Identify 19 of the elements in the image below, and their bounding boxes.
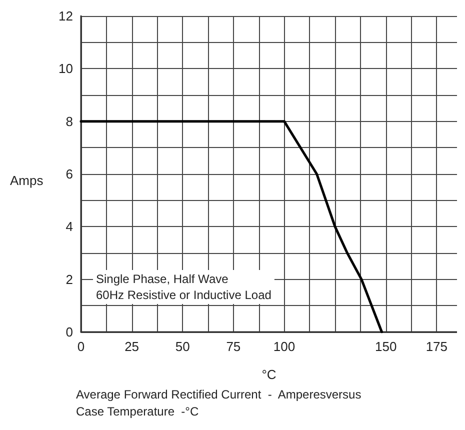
x-tick-label: 175 <box>426 339 448 354</box>
x-tick-label: 100 <box>273 339 296 354</box>
line-series <box>80 120 384 334</box>
x-axis-title: °C <box>262 367 276 382</box>
y-tick-label: 2 <box>66 272 73 287</box>
y-tick-label: 8 <box>66 114 73 129</box>
x-tick-label: 150 <box>375 339 397 354</box>
text: Average Forward Rectified Current - Amperesversus Case Temperature -°C <box>76 388 362 418</box>
y-tick-label: 12 <box>58 8 73 24</box>
x-tick-label: 75 <box>226 339 241 354</box>
y-tick-label: 0 <box>66 324 73 340</box>
y-tick-label: 10 <box>58 61 73 76</box>
y-tick-label: 4 <box>66 219 73 234</box>
annotation: Single Phase, Half Wave 60Hz Resistive or Inductive Load <box>96 272 272 302</box>
x-tick-label: 0 <box>77 339 85 354</box>
y-axis-title: Amps <box>10 173 44 188</box>
y-tick-label: 6 <box>66 166 73 182</box>
x-tick-label: 25 <box>124 339 140 354</box>
x-tick-label: 50 <box>175 339 190 354</box>
